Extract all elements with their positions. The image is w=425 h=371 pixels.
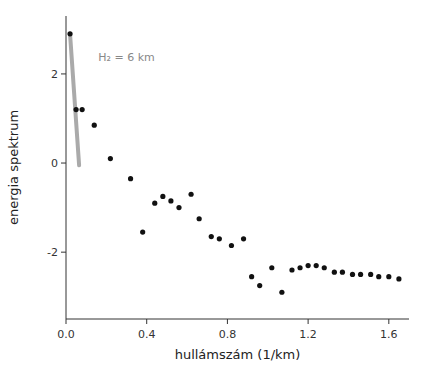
- y-tick-label: 0: [51, 157, 58, 170]
- scatter-point: [92, 123, 97, 128]
- y-tick: [61, 163, 66, 164]
- scatter-point: [314, 263, 319, 268]
- scatter-point: [289, 267, 294, 272]
- scatter-point: [241, 236, 246, 241]
- scatter-point: [80, 107, 85, 112]
- scatter-point: [350, 272, 355, 277]
- scatter-point: [217, 236, 222, 241]
- scatter-point: [396, 276, 401, 281]
- scatter-point: [197, 216, 202, 221]
- y-axis-label: energia spektrum: [6, 110, 21, 225]
- x-tick: [66, 319, 67, 324]
- scatter-point: [306, 263, 311, 268]
- scatter-point: [257, 283, 262, 288]
- scatter-point: [376, 274, 381, 279]
- x-axis-label: hullámszám (1/km): [175, 347, 301, 362]
- plot-area: [67, 31, 401, 295]
- x-axis-line: [66, 319, 409, 320]
- scatter-point: [108, 156, 113, 161]
- x-tick: [146, 319, 147, 324]
- scatter-point: [73, 107, 78, 112]
- x-tick-label: 0.0: [57, 328, 75, 341]
- axes: 0.0 0.4 0.8 1.2 1.6 -2 0 2: [47, 16, 409, 341]
- scatter-point: [340, 270, 345, 275]
- scatter-point: [176, 205, 181, 210]
- x-tick-label: 0.4: [138, 328, 156, 341]
- scatter-point: [128, 176, 133, 181]
- scatter-point: [322, 265, 327, 270]
- y-tick: [61, 73, 66, 74]
- scatter-point: [269, 265, 274, 270]
- scatter-point: [209, 234, 214, 239]
- x-tick: [308, 319, 309, 324]
- scatter-point: [188, 192, 193, 197]
- y-axis-line: [66, 16, 67, 319]
- scatter-point: [332, 270, 337, 275]
- scatter-point: [160, 194, 165, 199]
- scatter-point: [368, 272, 373, 277]
- x-tick: [388, 319, 389, 324]
- x-tick-label: 1.2: [299, 328, 317, 341]
- scatter-point: [297, 265, 302, 270]
- x-tick-label: 1.6: [380, 328, 398, 341]
- scatter-point: [140, 230, 145, 235]
- scatter-point: [152, 201, 157, 206]
- reference-line: [70, 34, 79, 165]
- y-tick: [61, 252, 66, 253]
- x-tick-label: 0.8: [219, 328, 237, 341]
- scatter-point: [229, 243, 234, 248]
- chart: 0.0 0.4 0.8 1.2 1.6 -2 0 2 hullámszám (1/km) ener…: [0, 0, 425, 371]
- scatter-point: [386, 274, 391, 279]
- scatter-point: [67, 31, 72, 36]
- scatter-point: [279, 290, 284, 295]
- annotation: H₂ = 6 km: [98, 51, 154, 64]
- y-tick-label: -2: [47, 246, 58, 259]
- scatter-point: [249, 274, 254, 279]
- scatter-point: [358, 272, 363, 277]
- scatter-point: [168, 198, 173, 203]
- y-tick-label: 2: [51, 68, 58, 81]
- x-tick: [227, 319, 228, 324]
